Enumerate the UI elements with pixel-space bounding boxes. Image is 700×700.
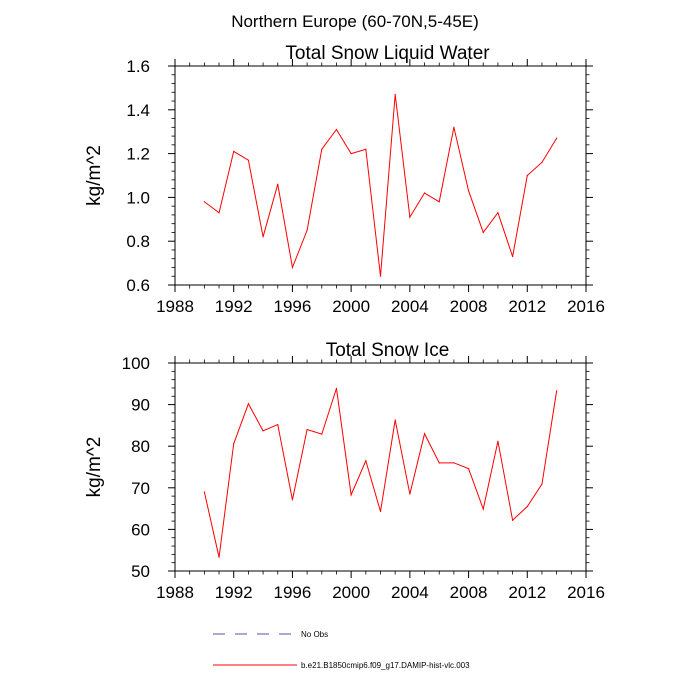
- x-tick-label: 2000: [332, 583, 370, 602]
- data-point: [247, 403, 249, 405]
- y-tick-label: 100: [122, 354, 150, 373]
- y-tick-label: 1.2: [126, 145, 150, 164]
- data-point: [335, 128, 338, 131]
- panel-title: Total Snow Liquid Water: [285, 43, 490, 64]
- data-point: [526, 174, 528, 177]
- data-point: [291, 266, 294, 269]
- x-tick-label: 2016: [567, 297, 605, 316]
- x-tick-label: 2008: [450, 583, 488, 602]
- data-point: [247, 159, 249, 161]
- data-point: [556, 137, 558, 139]
- x-tick-label: 2000: [332, 297, 370, 316]
- data-point: [394, 419, 396, 421]
- legend-label-no-obs: No Obs: [301, 630, 328, 639]
- data-point: [306, 428, 308, 431]
- x-tick-label: 2012: [508, 583, 546, 602]
- data-point: [218, 212, 220, 214]
- data-point: [350, 153, 352, 155]
- y-tick-label: 60: [131, 520, 150, 539]
- x-tick-label: 2012: [508, 297, 546, 316]
- figure-suptitle: Northern Europe (60-70N,5-45E): [231, 12, 479, 31]
- y-tick-label: 0.8: [126, 232, 150, 251]
- data-point: [203, 201, 205, 203]
- data-point: [306, 229, 308, 231]
- y-axis-label: kg/m^2: [84, 437, 105, 498]
- series-line: [204, 94, 558, 277]
- data-point: [365, 460, 367, 462]
- data-point: [350, 494, 352, 496]
- data-point: [394, 93, 396, 96]
- y-tick-label: 70: [131, 479, 150, 498]
- data-point: [453, 462, 455, 464]
- data-point: [512, 255, 514, 258]
- data-point: [262, 236, 264, 238]
- y-tick-label: 1.0: [126, 188, 150, 207]
- x-tick-label: 1988: [156, 297, 194, 316]
- panel-title: Total Snow Ice: [326, 340, 450, 361]
- legend: No Obs b.e21.B1850cmip6.f09_g17.DAMIP-hi…: [213, 630, 470, 670]
- x-tick-label: 1988: [156, 583, 194, 602]
- data-point: [541, 483, 543, 485]
- data-point: [233, 150, 235, 153]
- x-tick-label: 1996: [274, 583, 312, 602]
- data-point: [203, 491, 205, 493]
- data-point: [541, 161, 543, 163]
- data-point: [277, 423, 279, 426]
- data-point: [512, 519, 514, 521]
- data-point: [218, 556, 220, 558]
- x-tick-label: 1992: [215, 583, 253, 602]
- legend-label-model: b.e21.B1850cmip6.f09_g17.DAMIP-hist-vlc.…: [301, 661, 470, 670]
- y-tick-label: 80: [131, 437, 150, 456]
- x-tick-label: 2008: [450, 297, 488, 316]
- series-line: [203, 388, 558, 558]
- y-tick-label: 1.6: [126, 57, 150, 76]
- data-point: [438, 462, 440, 464]
- data-point: [379, 510, 382, 513]
- data-point: [467, 468, 470, 470]
- data-point: [379, 275, 382, 277]
- plot-frame: [174, 362, 587, 572]
- data-point: [438, 201, 440, 203]
- y-tick-label: 1.4: [126, 101, 150, 120]
- data-point: [482, 508, 484, 510]
- panel-snow-liquid-water: 1988 1992 1996 2000 2004 2008 2012 2016 0.6 0.8 1.…: [84, 43, 605, 316]
- y-tick-label: 50: [131, 562, 150, 581]
- data-point: [467, 190, 470, 192]
- y-axis-label: kg/m^2: [84, 145, 105, 206]
- data-point: [453, 126, 455, 128]
- x-tick-label: 1992: [215, 297, 253, 316]
- data-point: [291, 499, 294, 501]
- panel-snow-ice: 1988 1992 1996 2000 2004 2008 2012 2016 50 60 70 80…: [84, 340, 605, 602]
- data-point: [233, 443, 235, 445]
- y-tick-label: 0.6: [126, 276, 150, 295]
- data-point: [497, 212, 499, 214]
- y-tick-label: 90: [131, 396, 150, 415]
- data-point: [423, 192, 426, 194]
- data-point: [321, 148, 323, 150]
- data-point: [482, 231, 484, 234]
- plot-frame: [174, 65, 587, 286]
- x-tick-label: 1996: [274, 297, 312, 316]
- data-point: [262, 430, 264, 432]
- data-point: [409, 216, 411, 218]
- data-point: [556, 390, 558, 392]
- x-tick-label: 2016: [567, 583, 605, 602]
- x-tick-label: 2004: [391, 583, 429, 602]
- data-point: [277, 183, 279, 185]
- data-point: [526, 505, 528, 508]
- data-point: [335, 387, 338, 389]
- data-point: [321, 433, 323, 435]
- data-point: [423, 433, 426, 435]
- data-point: [497, 440, 499, 442]
- x-tick-label: 2004: [391, 297, 429, 316]
- data-point: [365, 148, 367, 150]
- data-point: [409, 493, 411, 495]
